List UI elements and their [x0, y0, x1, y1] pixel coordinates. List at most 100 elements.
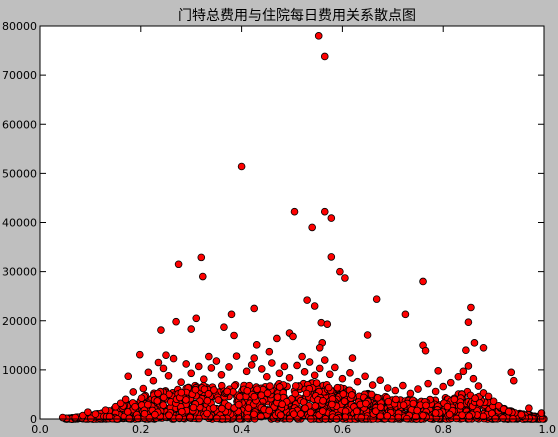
cluster-point-1673 — [383, 412, 392, 420]
data-point-64 — [129, 388, 138, 396]
cluster-point-1690 — [257, 412, 265, 421]
cluster-point-1655 — [328, 400, 336, 409]
x-tick-label-1: 0.2 — [132, 423, 150, 436]
data-point-120 — [489, 397, 498, 406]
data-point-52 — [124, 372, 132, 381]
data-point-91 — [300, 368, 309, 376]
data-point-44 — [315, 343, 324, 352]
cluster-point-1623 — [394, 413, 403, 422]
data-point-15 — [303, 296, 311, 304]
cluster-point-1331 — [235, 392, 244, 401]
data-point-68 — [154, 358, 163, 367]
data-point-79 — [217, 370, 226, 379]
cluster-point-1475 — [311, 402, 320, 410]
cluster-point-1185 — [399, 401, 408, 409]
data-point-112 — [446, 378, 455, 387]
cluster-point-1651 — [384, 397, 393, 406]
cluster-point-1689 — [165, 411, 173, 420]
cluster-point-1608 — [243, 386, 252, 395]
data-point-13 — [419, 277, 427, 286]
data-point-92 — [305, 358, 314, 366]
data-point-12 — [341, 274, 349, 282]
data-point-76 — [200, 375, 208, 384]
cluster-point-1628 — [189, 403, 198, 412]
data-point-78 — [212, 357, 221, 365]
data-point-20 — [192, 314, 201, 323]
data-point-45 — [265, 347, 274, 356]
data-point-58 — [84, 408, 92, 416]
x-tick-label-2: 0.4 — [233, 423, 251, 436]
y-tick-label-7: 70000 — [2, 69, 37, 82]
cluster-point-1397 — [159, 401, 168, 409]
data-point-34 — [252, 341, 261, 349]
data-point-17 — [467, 303, 475, 312]
cluster-point-1520 — [275, 383, 284, 391]
data-point-107 — [406, 389, 415, 398]
data-point-43 — [507, 368, 516, 377]
data-point-42 — [421, 346, 430, 355]
data-point-4 — [320, 207, 329, 216]
cluster-point-1603 — [140, 409, 149, 418]
data-point-73 — [182, 360, 190, 368]
data-point-38 — [479, 343, 488, 352]
data-point-95 — [320, 356, 329, 364]
data-point-25 — [227, 310, 236, 319]
cluster-point-1572 — [137, 394, 146, 402]
data-point-37 — [470, 339, 479, 347]
cluster-point-1613 — [277, 411, 285, 419]
cluster-point-1447 — [178, 407, 186, 416]
cluster-point-1511 — [175, 414, 183, 422]
data-point-10 — [327, 253, 336, 261]
cluster-point-1404 — [253, 385, 261, 394]
x-tick-label-4: 0.8 — [434, 423, 452, 436]
cluster-point-1681 — [362, 399, 370, 408]
cluster-point-1555 — [203, 409, 211, 418]
data-point-63 — [121, 395, 130, 404]
cluster-point-1570 — [488, 409, 496, 418]
cluster-point-1694 — [422, 401, 430, 410]
cluster-point-1682 — [105, 412, 114, 421]
data-point-46 — [298, 352, 306, 361]
data-point-39 — [462, 346, 470, 355]
data-point-9 — [198, 272, 207, 281]
data-point-98 — [338, 374, 347, 383]
cluster-point-1596 — [347, 391, 356, 399]
data-point-80 — [225, 363, 233, 371]
data-point-96 — [325, 370, 334, 379]
data-point-14 — [372, 295, 381, 303]
data-point-123 — [504, 407, 513, 416]
data-point-103 — [376, 376, 385, 384]
data-point-50 — [434, 367, 442, 375]
data-point-40 — [162, 351, 170, 359]
cluster-point-1637 — [210, 386, 218, 394]
data-point-2 — [237, 162, 246, 171]
data-point-117 — [474, 382, 483, 390]
data-point-83 — [247, 361, 256, 369]
cluster-point-1698 — [431, 409, 440, 417]
cluster-point-1462 — [257, 391, 266, 400]
data-point-94 — [315, 364, 324, 373]
cluster-point-1634 — [373, 394, 382, 402]
data-point-24 — [323, 320, 332, 328]
data-point-72 — [177, 378, 185, 386]
cluster-point-1630 — [177, 388, 186, 397]
data-point-105 — [391, 386, 400, 395]
data-point-87 — [275, 369, 284, 378]
data-point-1 — [320, 52, 329, 61]
cluster-point-1643 — [265, 406, 273, 415]
data-point-48 — [250, 354, 259, 362]
data-point-7 — [174, 260, 183, 269]
data-point-65 — [139, 384, 148, 393]
cluster-point-1667 — [186, 413, 194, 422]
cluster-point-1429 — [218, 404, 226, 413]
data-point-55 — [58, 413, 67, 422]
cluster-point-1663 — [223, 387, 231, 396]
data-point-75 — [194, 362, 203, 371]
data-point-22 — [172, 317, 180, 326]
data-point-88 — [280, 362, 289, 371]
cluster-point-1524 — [318, 407, 327, 415]
data-point-71 — [169, 354, 178, 363]
cluster-point-1444 — [450, 395, 459, 404]
data-point-51 — [509, 376, 518, 385]
